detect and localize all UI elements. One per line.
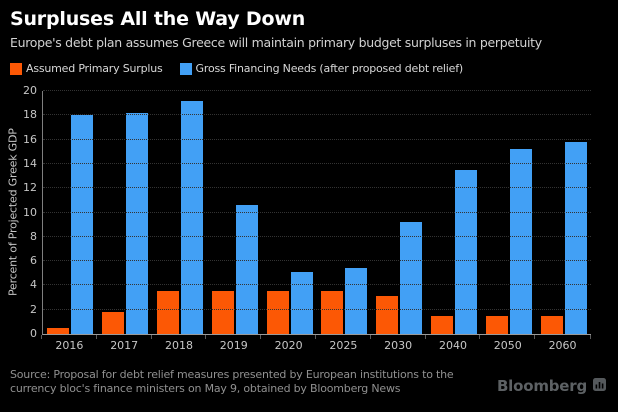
bar-assumed-primary-surplus-2025 [321, 291, 344, 334]
source-line-2: currency bloc's finance ministers on May… [10, 382, 401, 395]
bar-gross-financing-needs-2060 [564, 142, 587, 334]
source-note: Source: Proposal for debt relief measure… [10, 368, 454, 396]
bar-group-2030 [372, 91, 427, 334]
x-axis-tick-labels: 2016 2017 2018 2019 2020 2025 2030 2040 2050 2060 [41, 335, 591, 352]
bar-assumed-primary-surplus-2016 [47, 327, 70, 334]
bar-gross-financing-needs-2025 [345, 268, 368, 334]
bloomberg-logo: Bloomberg [497, 377, 606, 396]
x-tick-label-2025: 2025 [314, 335, 371, 352]
gridline-10 [43, 211, 591, 213]
y-tick-label: 14 [23, 156, 37, 170]
bar-gross-financing-needs-2030 [400, 222, 423, 334]
bloomberg-wordmark: Bloomberg [496, 377, 587, 395]
gridline-14 [43, 162, 591, 164]
gridline-12 [43, 187, 591, 189]
x-tick-label-2020: 2020 [260, 335, 316, 352]
y-tick-label: 8 [30, 229, 37, 243]
legend-swatch-blue [179, 62, 192, 75]
bar-gross-financing-needs-2020 [290, 272, 313, 334]
chart-subtitle: Europe's debt plan assumes Greece will m… [10, 35, 542, 50]
x-tick-label-2030: 2030 [369, 335, 426, 352]
x-tick-label-2050: 2050 [479, 335, 535, 352]
bar-assumed-primary-surplus-2017 [102, 312, 125, 334]
bar-assumed-primary-surplus-2018 [156, 291, 179, 334]
bar-group-2017 [98, 91, 153, 334]
y-tick-label: 20 [23, 84, 37, 97]
y-tick-label: 6 [30, 254, 37, 268]
legend: Assumed Primary Surplus Gross Financing N… [10, 62, 463, 75]
bloomberg-terminal-icon [593, 377, 606, 395]
x-tick-label-2060: 2060 [534, 335, 590, 352]
bar-group-2025 [317, 91, 372, 334]
x-tick-label-2018: 2018 [150, 335, 207, 352]
legend-item-financing-needs: Gross Financing Needs (after proposed de… [179, 62, 464, 75]
gridline-18 [43, 114, 591, 116]
legend-label: Assumed Primary Surplus [26, 62, 163, 75]
bar-assumed-primary-surplus-2020 [266, 291, 289, 334]
bar-assumed-primary-surplus-2060 [540, 315, 563, 334]
source-line-1: Source: Proposal for debt relief measure… [10, 368, 454, 381]
bar-gross-financing-needs-2019 [235, 205, 258, 334]
y-tick-label: 4 [30, 278, 37, 292]
bar-gross-financing-needs-2050 [509, 149, 532, 334]
bar-gross-financing-needs-2017 [126, 112, 149, 334]
gridline-6 [43, 260, 591, 262]
bar-gross-financing-needs-2016 [71, 115, 94, 334]
bar-groups [43, 91, 591, 334]
legend-swatch-orange [10, 62, 22, 75]
y-tick-label: 18 [23, 108, 37, 122]
x-tick-label-2040: 2040 [424, 335, 481, 352]
chart-title: Surpluses All the Way Down [10, 8, 306, 30]
y-tick-label: 16 [23, 132, 37, 146]
bar-group-2060 [536, 91, 591, 334]
x-tick-label-2017: 2017 [95, 335, 152, 352]
bar-group-2019 [207, 91, 262, 334]
bar-group-2018 [153, 91, 208, 334]
bar-group-2050 [481, 91, 536, 334]
gridline-20 [43, 90, 591, 91]
y-tick-label: 10 [23, 205, 37, 219]
gridline-2 [43, 308, 591, 310]
bar-assumed-primary-surplus-2040 [430, 315, 453, 334]
y-tick-label: 0 [30, 327, 37, 340]
y-axis-tick-labels: 0 2 4 6 8 10 12 14 16 18 20 [0, 84, 37, 340]
y-tick-label: 12 [23, 181, 37, 195]
bar-assumed-primary-surplus-2019 [211, 291, 234, 334]
x-tick-label-2016: 2016 [41, 335, 97, 352]
gridline-4 [43, 284, 591, 286]
gridline-16 [43, 138, 591, 140]
y-tick-label: 2 [30, 302, 37, 316]
bar-assumed-primary-surplus-2030 [376, 296, 399, 334]
bar-group-2020 [262, 91, 317, 334]
legend-item-primary-surplus: Assumed Primary Surplus [10, 62, 163, 75]
bar-gross-financing-needs-2040 [454, 169, 477, 334]
footer: Source: Proposal for debt relief measure… [10, 368, 606, 396]
bar-group-2040 [427, 91, 482, 334]
gridline-8 [43, 235, 591, 237]
plot-area [42, 90, 591, 335]
bar-group-2016 [43, 91, 98, 334]
x-tick-label-2019: 2019 [205, 335, 261, 352]
bar-assumed-primary-surplus-2050 [485, 315, 508, 334]
legend-label: Gross Financing Needs (after proposed de… [195, 62, 464, 75]
bar-gross-financing-needs-2018 [180, 100, 203, 334]
